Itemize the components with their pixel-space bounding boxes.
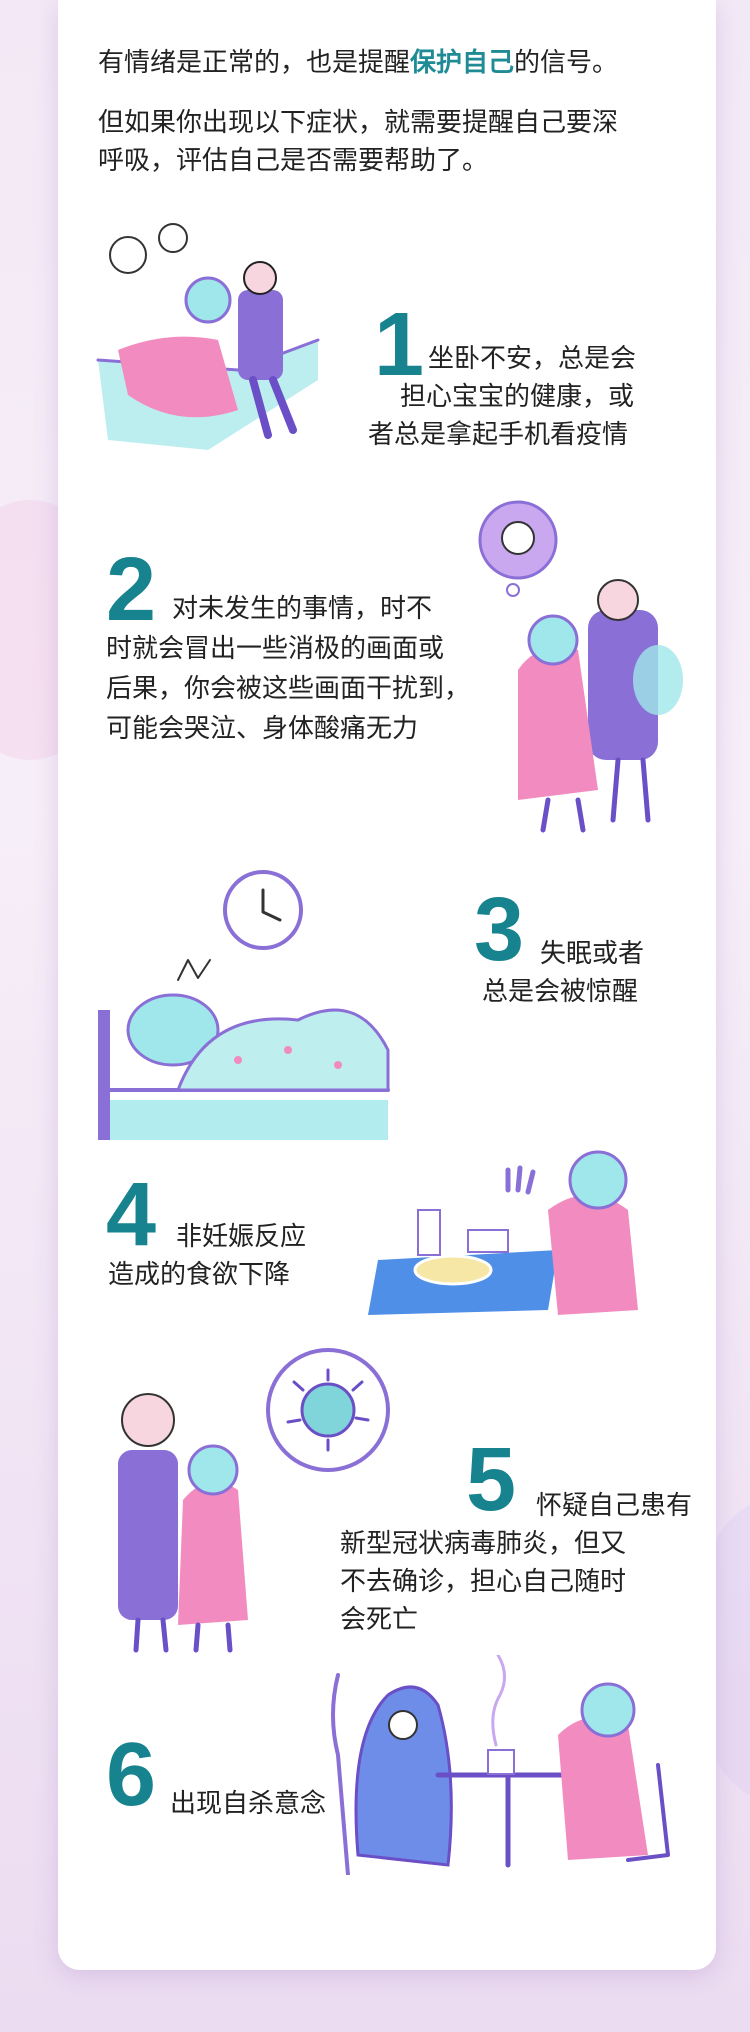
worried-couple-illustration: [478, 500, 683, 833]
intro-line-1: 有情绪是正常的，也是提醒保护自己的信号。: [98, 48, 619, 78]
symptom-number: 3: [474, 880, 525, 980]
symptom-number: 2: [106, 540, 157, 640]
symptom-text-line: 时就会冒出一些消极的画面或: [106, 634, 445, 664]
symptom-number: 1: [374, 295, 425, 395]
symptom-number: 4: [106, 1165, 157, 1265]
symptom-text-line: 者总是拿起手机看疫情: [368, 420, 629, 450]
symptom-text-line: 不去确诊，担心自己随时: [340, 1567, 627, 1597]
symptom-text-line: 可能会哭泣、身体酸痛无力: [106, 714, 419, 744]
symptom-text-line: 坐卧不安，总是会: [428, 344, 637, 374]
intro-line-3: 呼吸，评估自己是否需要帮助了。: [98, 146, 489, 176]
symptom-text-line: 总是会被惊醒: [482, 977, 639, 1007]
couple-virus-thought-illustration: [118, 1348, 390, 1653]
symptom-text-line: 后果，你会被这些画面干扰到，: [106, 674, 471, 704]
symptom-text-line: 新型冠状病毒肺炎，但又: [340, 1529, 627, 1559]
symptom-text-line: 会死亡: [340, 1605, 419, 1635]
symptom-text-line: 非妊娠反应: [176, 1222, 307, 1252]
highlight-text: 保护自己: [410, 48, 515, 78]
refusing-food-illustration: [368, 1150, 638, 1315]
symptom-text-line: 怀疑自己患有: [536, 1491, 693, 1521]
sleeping-in-bed-illustration: [98, 870, 390, 1140]
reaper-at-table-illustration: [331, 1655, 670, 1875]
intro-line-2: 但如果你出现以下症状，就需要提醒自己要深: [98, 108, 619, 138]
symptom-number: 5: [466, 1430, 517, 1530]
symptom-number: 6: [106, 1725, 157, 1825]
symptom-text-line: 出现自杀意念: [170, 1789, 327, 1819]
couple-on-bed-illustration: [96, 223, 320, 450]
symptom-text-line: 失眠或者: [540, 939, 645, 969]
symptom-text-line: 担心宝宝的健康，或: [400, 382, 635, 412]
content-card: 有情绪是正常的，也是提醒保护自己的信号。 但如果你出现以下症状，就需要提醒自己要…: [58, 0, 716, 1970]
symptom-text-line: 造成的食欲下降: [108, 1260, 291, 1290]
symptom-text-line: 对未发生的事情，时不: [172, 594, 433, 624]
